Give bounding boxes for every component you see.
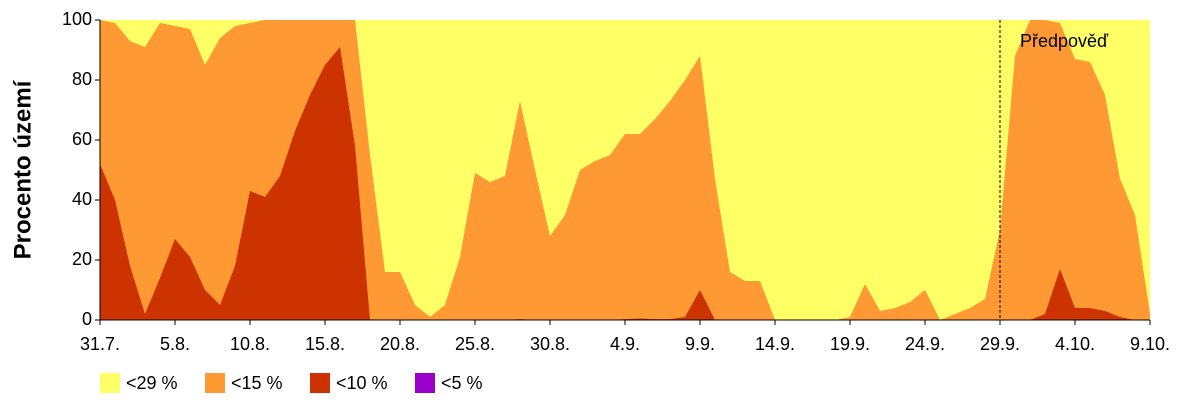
legend-label: <15 % [231,373,283,393]
x-tick-label: 20.8. [380,334,420,354]
legend-swatch [310,373,330,393]
x-tick-label: 29.9. [980,334,1020,354]
x-tick-label: 4.9. [610,334,640,354]
legend-label: <29 % [126,373,178,393]
x-tick-label: 19.9. [830,334,870,354]
y-tick-label: 60 [72,129,92,149]
x-tick-label: 15.8. [305,334,345,354]
y-tick-label: 100 [62,9,92,29]
x-tick-label: 10.8. [230,334,270,354]
y-tick-label: 40 [72,189,92,209]
x-tick-label: 9.10. [1130,334,1170,354]
x-tick-label: 5.8. [160,334,190,354]
forecast-label: Předpověď [1020,31,1109,51]
y-tick-label: 80 [72,69,92,89]
legend-label: <10 % [336,373,388,393]
x-tick-label: 31.7. [80,334,120,354]
y-tick-label: 20 [72,249,92,269]
x-tick-label: 25.8. [455,334,495,354]
y-tick-label: 0 [82,309,92,329]
x-tick-label: 4.10. [1055,334,1095,354]
legend-swatch [205,373,225,393]
legend-label: <5 % [441,373,483,393]
legend-swatch [100,373,120,393]
area [100,47,1150,320]
x-tick-label: 30.8. [530,334,570,354]
y-axis-label: Procento území [9,79,36,259]
x-tick-label: 24.9. [905,334,945,354]
x-tick-label: 14.9. [755,334,795,354]
x-tick-label: 9.9. [685,334,715,354]
legend-swatch [415,373,435,393]
